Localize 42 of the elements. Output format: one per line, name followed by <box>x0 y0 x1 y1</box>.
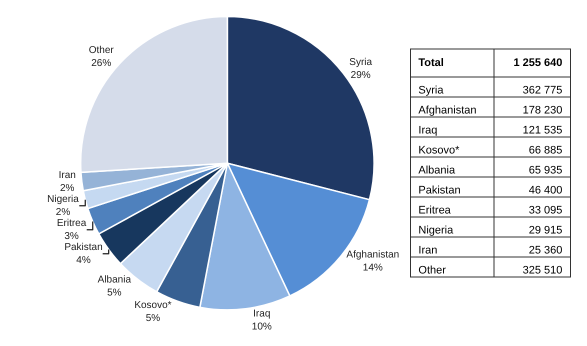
data-label: 121 535 <box>522 124 562 136</box>
data-label: 5% <box>107 288 122 299</box>
category-label: Albania <box>418 164 456 176</box>
data-label: 5% <box>146 312 160 324</box>
slice-label: Iran <box>58 170 76 181</box>
slice-label: Eritrea <box>56 218 87 229</box>
data-label: 2% <box>56 206 70 218</box>
data-label: 65 935 <box>528 164 562 176</box>
data-label: 26% <box>91 58 112 70</box>
slice-label: Pakistan <box>64 242 103 253</box>
category-label: Eritrea <box>418 204 452 216</box>
data-label: 3% <box>64 230 79 242</box>
data-label: 14% <box>362 262 383 274</box>
slice-label: Other <box>88 45 114 56</box>
category-label: Syria <box>418 84 444 96</box>
data-label: 33 095 <box>528 204 562 216</box>
data-label: 4% <box>76 254 91 266</box>
data-label: 25 360 <box>528 244 562 256</box>
text: Total <box>418 57 444 70</box>
data-label: 66 885 <box>528 144 562 156</box>
text: 1 255 640 <box>513 57 562 70</box>
slice-label: Nigeria <box>47 194 80 205</box>
slice-label: Afghanistan <box>346 250 400 261</box>
slice-label: Iraq <box>253 308 270 320</box>
category-label: Nigeria <box>418 224 454 236</box>
data-label: 362 775 <box>522 84 562 96</box>
category-label: Pakistan <box>418 184 461 196</box>
data-label: 46 400 <box>528 184 562 196</box>
data-label: 10% <box>252 322 272 333</box>
category-label: Afghanistan <box>418 104 477 116</box>
category-label: Iraq <box>418 124 438 136</box>
data-label: 325 510 <box>522 264 562 276</box>
data-label: 178 230 <box>522 104 562 116</box>
data-label: 29% <box>350 70 371 81</box>
data-label: 2% <box>60 182 75 194</box>
category-label: Other <box>418 264 446 276</box>
slice-label: Kosovo* <box>134 300 172 311</box>
data-label: 29 915 <box>528 224 562 236</box>
slice-label: Albania <box>98 274 132 286</box>
slice-label: Syria <box>349 56 372 68</box>
category-label: Kosovo* <box>418 144 460 156</box>
category-label: Iran <box>418 244 438 256</box>
